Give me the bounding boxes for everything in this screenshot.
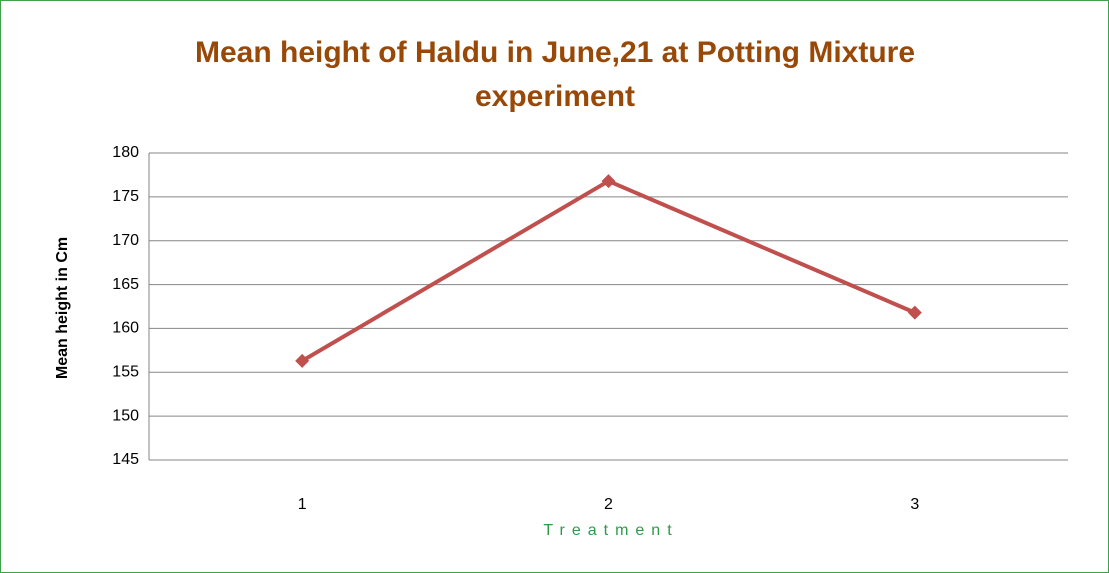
y-tick-label: 165	[112, 276, 139, 293]
y-axis-label: Mean height in Cm	[54, 237, 71, 379]
x-tick-label: 3	[910, 496, 919, 513]
y-tick-label: 180	[112, 144, 139, 161]
marker	[601, 174, 616, 189]
x-tick-label: 1	[298, 496, 307, 513]
y-tick-label: 170	[112, 232, 139, 249]
chart-title: Mean height of Haldu in June,21 at Potti…	[194, 36, 916, 113]
marker	[907, 305, 922, 320]
x-tick-label: 2	[604, 496, 613, 513]
y-tick-label: 175	[112, 188, 139, 205]
y-tick-label: 150	[112, 407, 139, 424]
y-tick-label: 160	[112, 320, 139, 337]
y-tick-label: 145	[112, 451, 139, 468]
marker	[295, 353, 310, 368]
x-axis-label: Treatment	[543, 522, 678, 539]
y-tick-label: 155	[112, 364, 139, 381]
line-series	[301, 179, 916, 363]
